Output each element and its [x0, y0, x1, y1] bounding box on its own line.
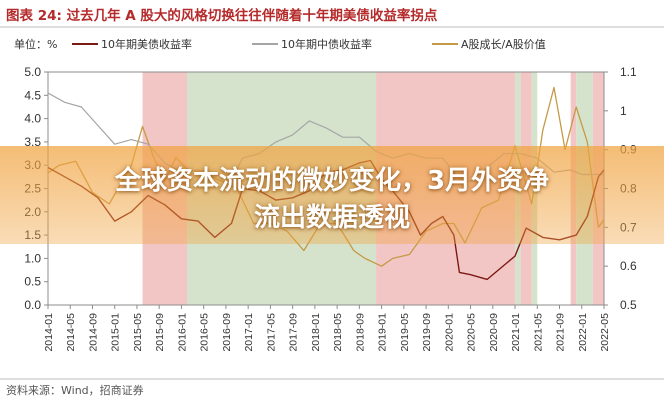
right-tick-label-6: 1.1	[620, 65, 637, 79]
x-tick-label-17: 2019-09	[421, 313, 433, 352]
x-tick-label-21: 2021-01	[510, 313, 522, 352]
x-tick-label-7: 2016-05	[199, 313, 211, 352]
x-tick-label-24: 2022-01	[577, 313, 589, 352]
x-tick-label-1: 2014-05	[65, 313, 77, 352]
x-tick-label-20: 2020-09	[488, 313, 500, 352]
x-tick-label-3: 2015-01	[110, 313, 122, 352]
chart-title: 图表 24: 过去几年 A 股大的风格切换往往伴随着十年期美债收益率拐点	[6, 7, 438, 24]
axes-layer: 0.00.51.01.52.02.53.03.54.04.55.00.50.60…	[24, 65, 637, 352]
x-tick-label-13: 2018-05	[332, 313, 344, 352]
x-tick-label-12: 2018-01	[310, 313, 322, 352]
x-tick-label-11: 2017-09	[288, 313, 300, 352]
x-tick-label-2: 2014-09	[88, 313, 100, 352]
x-tick-label-10: 2017-05	[265, 313, 277, 352]
x-tick-label-18: 2020-01	[443, 313, 455, 352]
legend-label-cn10y: 10年期中债收益率	[281, 37, 372, 51]
x-tick-label-15: 2019-01	[377, 313, 389, 352]
left-tick-label-1: 0.5	[24, 275, 41, 289]
x-tick-label-9: 2017-01	[243, 313, 255, 352]
left-tick-label-0: 0.0	[24, 298, 41, 312]
legend-label-us10y: 10年期美债收益率	[101, 37, 192, 51]
left-tick-label-7: 3.5	[24, 135, 41, 149]
left-tick-label-2: 1.0	[24, 251, 41, 265]
legend-label-growth-value: A股成长/A股价值	[461, 38, 546, 51]
banner-line-2: 流出数据透视	[253, 203, 410, 233]
x-tick-label-16: 2019-05	[399, 313, 411, 352]
x-tick-label-0: 2014-01	[43, 313, 55, 352]
left-tick-label-8: 4.0	[24, 112, 41, 126]
left-tick-label-10: 5.0	[24, 65, 41, 79]
left-axis-unit-label: 单位：%	[14, 37, 57, 51]
source-note: 资料来源：Wind，招商证券	[6, 383, 144, 397]
right-tick-label-0: 0.5	[620, 298, 637, 312]
banner-background	[0, 146, 664, 244]
banner-line-1: 全球资本流动的微妙变化，3月外资净	[114, 166, 550, 196]
x-tick-label-19: 2020-05	[466, 313, 478, 352]
x-tick-label-6: 2016-01	[176, 313, 188, 352]
x-tick-label-14: 2018-09	[354, 313, 366, 352]
x-tick-label-4: 2015-05	[132, 313, 144, 352]
x-tick-label-25: 2022-05	[599, 313, 611, 352]
legend: 10年期美债收益率 10年期中债收益率 A股成长/A股价值	[72, 37, 546, 51]
x-tick-label-8: 2016-09	[221, 313, 233, 352]
x-tick-label-23: 2021-09	[555, 313, 567, 352]
left-tick-label-9: 4.5	[24, 88, 41, 102]
x-tick-label-5: 2015-09	[154, 313, 166, 352]
right-tick-label-1: 0.6	[620, 259, 637, 273]
right-tick-label-5: 1	[620, 104, 627, 118]
x-tick-label-22: 2021-05	[532, 313, 544, 352]
